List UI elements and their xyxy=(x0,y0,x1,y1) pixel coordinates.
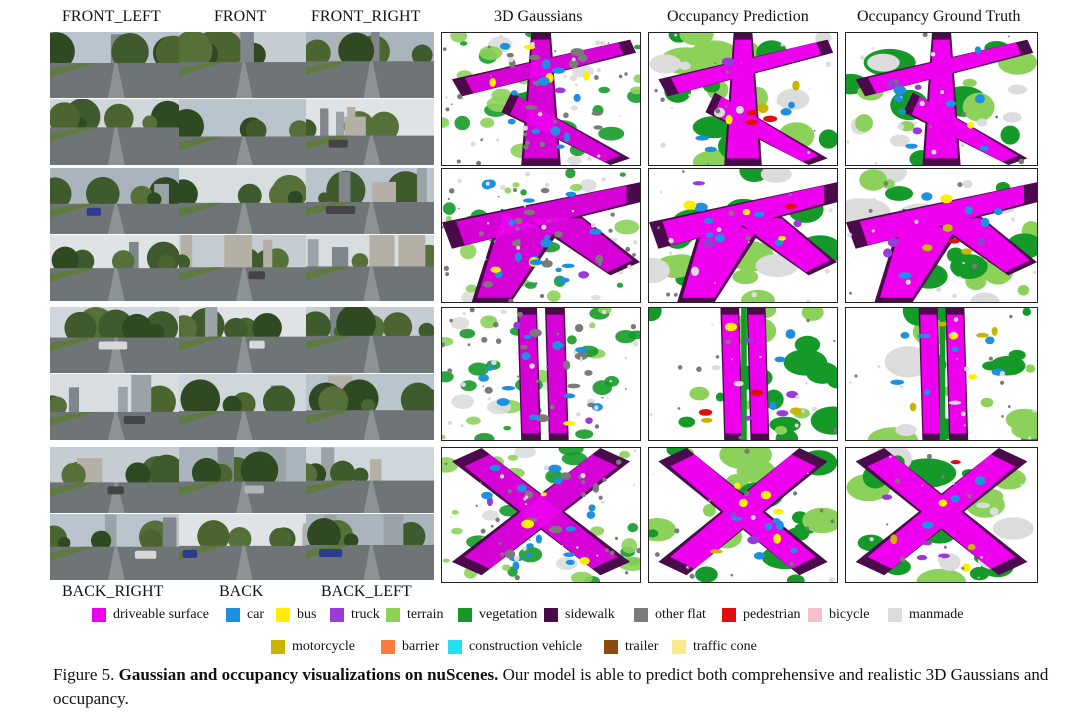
legend-label: other flat xyxy=(655,607,706,622)
legend-label: motorcycle xyxy=(292,639,355,654)
occupancy-ground-truth-panel xyxy=(845,307,1038,441)
occupancy-ground-truth-panel xyxy=(845,168,1038,303)
legend-label: traffic cone xyxy=(693,639,757,654)
legend-swatch xyxy=(92,608,106,622)
legend-label: car xyxy=(247,607,265,622)
legend-swatch xyxy=(276,608,290,622)
legend-label: pedestrian xyxy=(743,607,801,622)
camera-image xyxy=(306,307,434,373)
camera-image xyxy=(306,374,434,440)
panel-header-gaussians: 3D Gaussians xyxy=(494,8,583,25)
legend-swatch xyxy=(458,608,472,622)
occupancy-prediction-panel xyxy=(648,447,838,583)
legend-item: truck xyxy=(330,607,380,623)
legend-swatch xyxy=(330,608,344,622)
camera-image xyxy=(179,99,306,165)
legend-item: sidewalk xyxy=(544,607,615,623)
legend-label: sidewalk xyxy=(565,607,615,622)
legend-label: truck xyxy=(351,607,380,622)
caption-body: Our model is able to predict both compre… xyxy=(53,665,1049,708)
figure-caption: Figure 5. Gaussian and occupancy visuali… xyxy=(53,663,1053,711)
camera-image xyxy=(50,32,179,98)
occupancy-prediction-panel xyxy=(648,307,838,441)
legend-item: pedestrian xyxy=(722,607,801,623)
legend-item: vegetation xyxy=(458,607,537,623)
legend-label: trailer xyxy=(625,639,659,654)
camera-label-back-right: BACK_RIGHT xyxy=(62,583,164,600)
gaussians-panel xyxy=(441,168,641,303)
panel-header-occ-pred: Occupancy Prediction xyxy=(667,8,809,25)
camera-image xyxy=(50,374,179,440)
occupancy-ground-truth-panel xyxy=(845,32,1038,166)
camera-label-back: BACK xyxy=(219,583,264,600)
legend-item: motorcycle xyxy=(271,639,355,655)
camera-image xyxy=(306,32,434,98)
legend-label: barrier xyxy=(402,639,440,654)
legend-swatch xyxy=(381,640,395,654)
legend-item: trailer xyxy=(604,639,658,655)
camera-image xyxy=(179,374,306,440)
legend-label: driveable surface xyxy=(113,607,209,622)
camera-image xyxy=(306,447,434,513)
camera-label-front-left: FRONT_LEFT xyxy=(62,8,161,25)
camera-image xyxy=(50,307,179,373)
legend-item: driveable surface xyxy=(92,607,209,623)
camera-image xyxy=(179,32,306,98)
occupancy-ground-truth-panel xyxy=(845,447,1038,583)
legend-label: manmade xyxy=(909,607,964,622)
camera-image xyxy=(50,99,179,165)
legend-label: bicycle xyxy=(829,607,870,622)
gaussians-panel xyxy=(441,307,641,441)
occupancy-prediction-panel xyxy=(648,168,838,303)
legend-label: terrain xyxy=(407,607,444,622)
legend-swatch xyxy=(634,608,648,622)
camera-image xyxy=(50,235,179,301)
legend-item: barrier xyxy=(381,639,439,655)
legend-item: traffic cone xyxy=(672,639,757,655)
occupancy-prediction-panel xyxy=(648,32,838,166)
legend-swatch xyxy=(448,640,462,654)
camera-image xyxy=(179,307,306,373)
camera-label-front-right: FRONT_RIGHT xyxy=(311,8,421,25)
camera-image xyxy=(179,168,306,234)
legend-item: other flat xyxy=(634,607,706,623)
camera-image xyxy=(306,99,434,165)
camera-image xyxy=(179,235,306,301)
camera-image xyxy=(179,514,306,580)
gaussians-panel xyxy=(441,447,641,583)
legend-item: bus xyxy=(276,607,316,623)
legend-item: manmade xyxy=(888,607,963,623)
legend-swatch xyxy=(672,640,686,654)
legend-label: construction vehicle xyxy=(469,639,583,654)
camera-image xyxy=(306,514,434,580)
legend-swatch xyxy=(888,608,902,622)
legend-swatch xyxy=(226,608,240,622)
caption-prefix: Figure 5. xyxy=(53,665,115,684)
legend-swatch xyxy=(544,608,558,622)
legend-item: bicycle xyxy=(808,607,869,623)
legend-label: vegetation xyxy=(479,607,538,622)
legend-item: terrain xyxy=(386,607,444,623)
camera-image xyxy=(50,514,179,580)
gaussians-panel xyxy=(441,32,641,166)
camera-image xyxy=(306,235,434,301)
camera-label-back-left: BACK_LEFT xyxy=(321,583,412,600)
legend-swatch xyxy=(386,608,400,622)
camera-image xyxy=(50,168,179,234)
legend-swatch xyxy=(271,640,285,654)
legend-swatch xyxy=(808,608,822,622)
legend-item: construction vehicle xyxy=(448,639,582,655)
camera-image xyxy=(179,447,306,513)
legend-swatch xyxy=(604,640,618,654)
caption-title: Gaussian and occupancy visualizations on… xyxy=(118,665,499,684)
camera-label-front: FRONT xyxy=(214,8,267,25)
legend-swatch xyxy=(722,608,736,622)
panel-header-occ-gt: Occupancy Ground Truth xyxy=(857,8,1021,25)
legend-label: bus xyxy=(297,607,317,622)
camera-image xyxy=(306,168,434,234)
legend-item: car xyxy=(226,607,264,623)
camera-image xyxy=(50,447,179,513)
